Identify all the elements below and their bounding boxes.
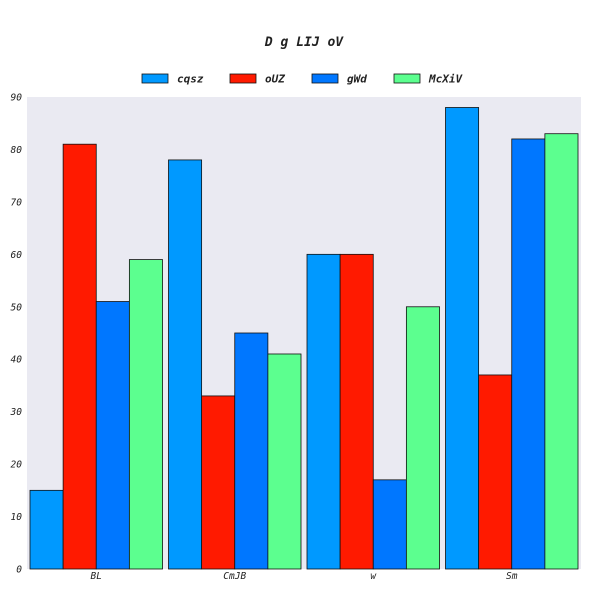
legend-label-gWd: gWd: [347, 73, 367, 86]
y-tick-label: 60: [11, 250, 23, 261]
bar-oUZ-CmJB: [201, 395, 236, 570]
x-tick-label: Sm: [506, 571, 518, 582]
legend-label-cqsz: cqsz: [177, 73, 204, 86]
y-tick-label: 50: [11, 302, 23, 313]
y-tick-label: 40: [11, 355, 23, 366]
bar-oUZ-BL: [62, 143, 97, 570]
legend: cqsz oUZ gWd McXiV: [141, 73, 463, 86]
bar-oUZ-Sm: [478, 374, 513, 570]
bar-cqsz-BL: [29, 489, 64, 570]
bar-oUZ-w: [339, 253, 374, 570]
x-tick-label: w: [370, 571, 377, 582]
bar-gWd-CmJB: [234, 332, 269, 570]
legend-label-oUZ: oUZ: [265, 73, 285, 86]
y-tick-label: 70: [11, 197, 23, 208]
legend-swatch-oUZ: [229, 73, 257, 84]
y-tick-label: 90: [11, 93, 23, 104]
bar-McXiV-BL: [128, 259, 163, 570]
bar-cqsz-w: [306, 253, 341, 570]
bar-McXiV-Sm: [544, 133, 579, 570]
bar-gWd-BL: [95, 301, 130, 570]
bar-gWd-Sm: [511, 138, 546, 570]
y-axis: 0 10 20 30 40 50 60 70 80 90: [10, 93, 23, 576]
y-tick-label: 30: [10, 407, 23, 418]
bars: [29, 107, 579, 570]
x-tick-label: CmJB: [223, 571, 246, 582]
legend-label-McXiV: McXiV: [428, 73, 463, 86]
y-tick-label: 10: [11, 512, 23, 523]
legend-swatch-McXiV: [393, 73, 421, 84]
bar-cqsz-CmJB: [168, 159, 203, 570]
x-tick-label: BL: [91, 571, 102, 582]
y-tick-label: 0: [16, 565, 22, 576]
chart-title: D g LIJ oV: [264, 35, 344, 50]
bar-cqsz-Sm: [445, 107, 480, 570]
bar-McXiV-CmJB: [267, 353, 302, 570]
bar-McXiV-w: [405, 306, 440, 570]
bar-gWd-w: [372, 479, 407, 570]
legend-swatch-gWd: [311, 73, 339, 84]
y-tick-label: 80: [11, 145, 23, 156]
legend-swatch-cqsz: [141, 73, 169, 84]
x-axis: BL CmJB w Sm: [91, 571, 518, 582]
y-tick-label: 20: [11, 460, 23, 471]
